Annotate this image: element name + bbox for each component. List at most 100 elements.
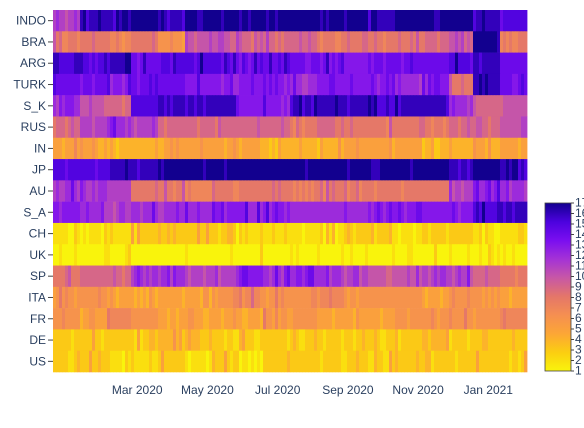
heatmap-cell (425, 222, 429, 245)
heatmap-cell (266, 159, 270, 181)
heatmap-cell (425, 308, 429, 330)
heatmap-cell (146, 286, 150, 309)
heatmap-cell (86, 52, 90, 75)
heatmap-cell (149, 222, 153, 245)
heatmap-cell (434, 116, 438, 139)
heatmap-cell (275, 52, 279, 75)
heatmap-cell (209, 31, 213, 53)
heatmap-cell (182, 95, 186, 117)
heatmap-cell (455, 31, 459, 53)
heatmap-cell (92, 116, 96, 139)
heatmap-cell (161, 95, 165, 117)
heatmap-cell (407, 137, 411, 160)
heatmap-cell (80, 73, 84, 96)
heatmap-cell (332, 116, 336, 139)
heatmap-cell (458, 10, 462, 32)
heatmap-cell (251, 180, 255, 202)
heatmap-cell (254, 10, 258, 32)
heatmap-cell (443, 159, 447, 181)
heatmap-cell (491, 95, 495, 117)
heatmap-cell (224, 308, 228, 330)
heatmap-cell (437, 180, 441, 202)
heatmap-cell (467, 52, 471, 75)
heatmap-cell (377, 222, 381, 245)
heatmap-cell (488, 286, 492, 309)
heatmap-cell (371, 201, 375, 224)
heatmap-cell (200, 180, 204, 202)
heatmap-cell (218, 137, 222, 160)
heatmap-cell (161, 222, 165, 245)
heatmap-cell (302, 244, 306, 266)
heatmap-cell (461, 10, 465, 32)
heatmap-cell (242, 244, 246, 266)
heatmap-cell (221, 329, 225, 351)
heatmap-cell (368, 116, 372, 139)
heatmap-cell (110, 308, 114, 330)
heatmap-cell (290, 244, 294, 266)
heatmap-cell (302, 10, 306, 32)
heatmap-cell (269, 286, 273, 309)
heatmap-cell (167, 95, 171, 117)
heatmap-cell (152, 286, 156, 309)
heatmap-cell (488, 137, 492, 160)
heatmap-cell (266, 329, 270, 351)
heatmap-cell (293, 286, 297, 309)
heatmap-cell (71, 329, 75, 351)
heatmap-cell (470, 308, 474, 330)
heatmap-cell (344, 116, 348, 139)
heatmap-cell (425, 116, 429, 139)
heatmap-cell (398, 159, 402, 181)
heatmap-cell (53, 180, 57, 202)
heatmap-cell (200, 116, 204, 139)
heatmap-cell (404, 137, 408, 160)
heatmap-cell (413, 137, 417, 160)
heatmap-cell (353, 31, 357, 53)
heatmap-cell (83, 116, 87, 139)
heatmap-cell (491, 329, 495, 351)
heatmap-cell (521, 222, 525, 245)
heatmap-cell (206, 180, 210, 202)
heatmap-cell (107, 286, 111, 309)
heatmap-cell (161, 159, 165, 181)
heatmap-cell (53, 137, 57, 160)
heatmap-cell (494, 180, 498, 202)
colorbar-gradient (544, 202, 572, 372)
heatmap-cell (266, 10, 270, 32)
heatmap-cell (71, 286, 75, 309)
heatmap-cell (398, 286, 402, 309)
y-axis-labels: INDOBRAARGTURKS_KRUSINJPAUS_ACHUKSPITAFR… (13, 14, 53, 368)
heatmap-cell (137, 286, 141, 309)
heatmap-cell (467, 222, 471, 245)
heatmap-cell (365, 52, 369, 75)
heatmap-cell (236, 116, 240, 139)
heatmap-cell (263, 308, 267, 330)
heatmap-cell (482, 265, 486, 288)
heatmap-cell (353, 350, 357, 373)
heatmap-cell (350, 73, 354, 96)
heatmap-cell (98, 201, 102, 224)
heatmap-cell (74, 10, 78, 32)
heatmap-cell (428, 137, 432, 160)
heatmap-cell (122, 116, 126, 139)
heatmap-cell (224, 31, 228, 53)
heatmap-cell (227, 180, 231, 202)
heatmap-cell (398, 350, 402, 373)
heatmap-cell (158, 10, 162, 32)
heatmap-cell (284, 180, 288, 202)
heatmap-cell (479, 31, 483, 53)
heatmap-cell (398, 201, 402, 224)
heatmap-cell (143, 350, 147, 373)
heatmap-cell (266, 286, 270, 309)
heatmap-cell (224, 10, 228, 32)
heatmap-cell (239, 244, 243, 266)
heatmap-cell (224, 222, 228, 245)
heatmap-cell (191, 31, 195, 53)
heatmap-cell (191, 350, 195, 373)
heatmap-cell (170, 265, 174, 288)
heatmap-cell (230, 137, 234, 160)
heatmap-cell (437, 308, 441, 330)
heatmap-cell (119, 116, 123, 139)
heatmap-cell (377, 95, 381, 117)
heatmap-cell (500, 159, 504, 181)
heatmap-cell (326, 137, 330, 160)
